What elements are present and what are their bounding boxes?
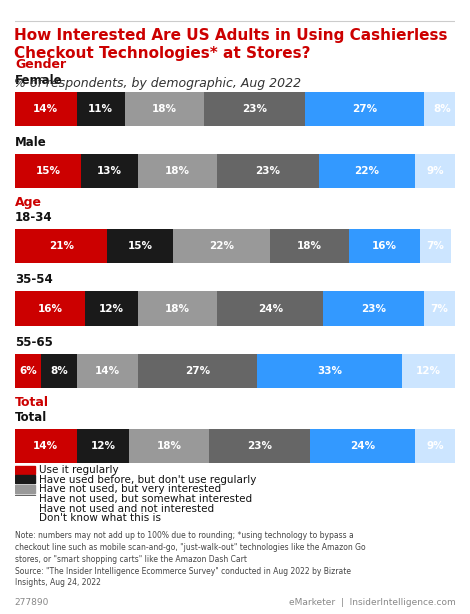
- Text: 12%: 12%: [99, 304, 124, 314]
- Text: 16%: 16%: [372, 241, 397, 251]
- Bar: [306, 91, 424, 126]
- Text: 8%: 8%: [50, 366, 68, 376]
- Bar: [415, 429, 455, 464]
- Bar: [218, 154, 319, 188]
- Bar: [41, 354, 77, 388]
- Bar: [15, 465, 35, 473]
- Bar: [15, 475, 35, 483]
- Bar: [129, 429, 209, 464]
- Text: 15%: 15%: [128, 241, 153, 251]
- Text: 23%: 23%: [243, 104, 267, 114]
- Bar: [15, 504, 35, 512]
- Text: Don't know what this is: Don't know what this is: [39, 513, 161, 523]
- Bar: [77, 354, 138, 388]
- Text: 6%: 6%: [19, 366, 37, 376]
- Bar: [138, 292, 218, 326]
- Bar: [349, 229, 420, 263]
- Text: Have not used and not interested: Have not used and not interested: [39, 503, 214, 514]
- Bar: [270, 229, 349, 263]
- Bar: [15, 494, 35, 503]
- Bar: [218, 292, 323, 326]
- Bar: [138, 354, 257, 388]
- Bar: [415, 154, 455, 188]
- Text: Total: Total: [15, 396, 49, 409]
- Text: Female: Female: [15, 74, 63, 87]
- Text: 35-54: 35-54: [15, 273, 53, 287]
- Bar: [257, 354, 402, 388]
- Text: 8%: 8%: [433, 104, 451, 114]
- Text: 14%: 14%: [95, 366, 120, 376]
- Bar: [319, 154, 415, 188]
- Text: 18%: 18%: [165, 166, 190, 176]
- Bar: [15, 154, 81, 188]
- Text: % of respondents, by demographic, Aug 2022: % of respondents, by demographic, Aug 20…: [14, 77, 301, 90]
- Bar: [15, 429, 77, 464]
- Text: 9%: 9%: [426, 441, 444, 451]
- Text: Have not used, but somewhat interested: Have not used, but somewhat interested: [39, 494, 252, 504]
- Text: Total: Total: [15, 411, 47, 424]
- Text: 18%: 18%: [298, 241, 322, 251]
- Text: How Interested Are US Adults in Using Cashierless
Checkout Technologies* at Stor: How Interested Are US Adults in Using Ca…: [14, 28, 447, 61]
- Bar: [77, 91, 125, 126]
- Text: 7%: 7%: [431, 304, 448, 314]
- Text: Note: numbers may not add up to 100% due to rounding; *using technology to bypas: Note: numbers may not add up to 100% due…: [15, 531, 366, 588]
- Text: 55-65: 55-65: [15, 336, 53, 349]
- Bar: [15, 514, 35, 522]
- Text: 15%: 15%: [36, 166, 61, 176]
- Text: eMarketer  |  InsiderIntelligence.com: eMarketer | InsiderIntelligence.com: [289, 597, 456, 607]
- Text: 22%: 22%: [354, 166, 379, 176]
- Bar: [86, 292, 138, 326]
- Bar: [77, 429, 129, 464]
- Text: 13%: 13%: [97, 166, 122, 176]
- Bar: [125, 91, 204, 126]
- Bar: [204, 91, 306, 126]
- Text: 27%: 27%: [185, 366, 210, 376]
- Bar: [323, 292, 424, 326]
- Text: 23%: 23%: [361, 304, 386, 314]
- Text: 33%: 33%: [317, 366, 342, 376]
- Text: 24%: 24%: [258, 304, 283, 314]
- Text: 9%: 9%: [426, 166, 444, 176]
- Bar: [424, 91, 459, 126]
- Text: 18%: 18%: [152, 104, 177, 114]
- Text: 21%: 21%: [49, 241, 74, 251]
- Text: 12%: 12%: [416, 366, 441, 376]
- Text: 14%: 14%: [33, 441, 58, 451]
- Bar: [15, 354, 41, 388]
- Text: 18%: 18%: [157, 441, 181, 451]
- Text: 23%: 23%: [256, 166, 281, 176]
- Text: Gender: Gender: [15, 58, 66, 71]
- Text: 18%: 18%: [165, 304, 190, 314]
- Text: 277890: 277890: [14, 597, 48, 607]
- Bar: [108, 229, 173, 263]
- Text: 27%: 27%: [352, 104, 377, 114]
- Text: 23%: 23%: [247, 441, 272, 451]
- Bar: [173, 229, 270, 263]
- Text: 22%: 22%: [209, 241, 235, 251]
- Bar: [15, 229, 108, 263]
- Bar: [402, 354, 455, 388]
- Text: 18-34: 18-34: [15, 211, 53, 224]
- Text: Use it regularly: Use it regularly: [39, 465, 119, 475]
- Text: 14%: 14%: [33, 104, 58, 114]
- Text: 12%: 12%: [91, 441, 116, 451]
- Bar: [15, 485, 35, 493]
- Bar: [420, 229, 451, 263]
- Text: Have used before, but don't use regularly: Have used before, but don't use regularl…: [39, 475, 257, 484]
- Text: 11%: 11%: [88, 104, 113, 114]
- Text: Male: Male: [15, 136, 47, 149]
- Text: Have not used, but very interested: Have not used, but very interested: [39, 484, 221, 494]
- Bar: [310, 429, 415, 464]
- Bar: [15, 292, 86, 326]
- Bar: [424, 292, 455, 326]
- Text: 16%: 16%: [38, 304, 63, 314]
- Text: 24%: 24%: [350, 441, 375, 451]
- Bar: [81, 154, 138, 188]
- Bar: [15, 91, 77, 126]
- Text: 7%: 7%: [426, 241, 444, 251]
- Bar: [209, 429, 310, 464]
- Bar: [138, 154, 218, 188]
- Text: Age: Age: [15, 196, 42, 209]
